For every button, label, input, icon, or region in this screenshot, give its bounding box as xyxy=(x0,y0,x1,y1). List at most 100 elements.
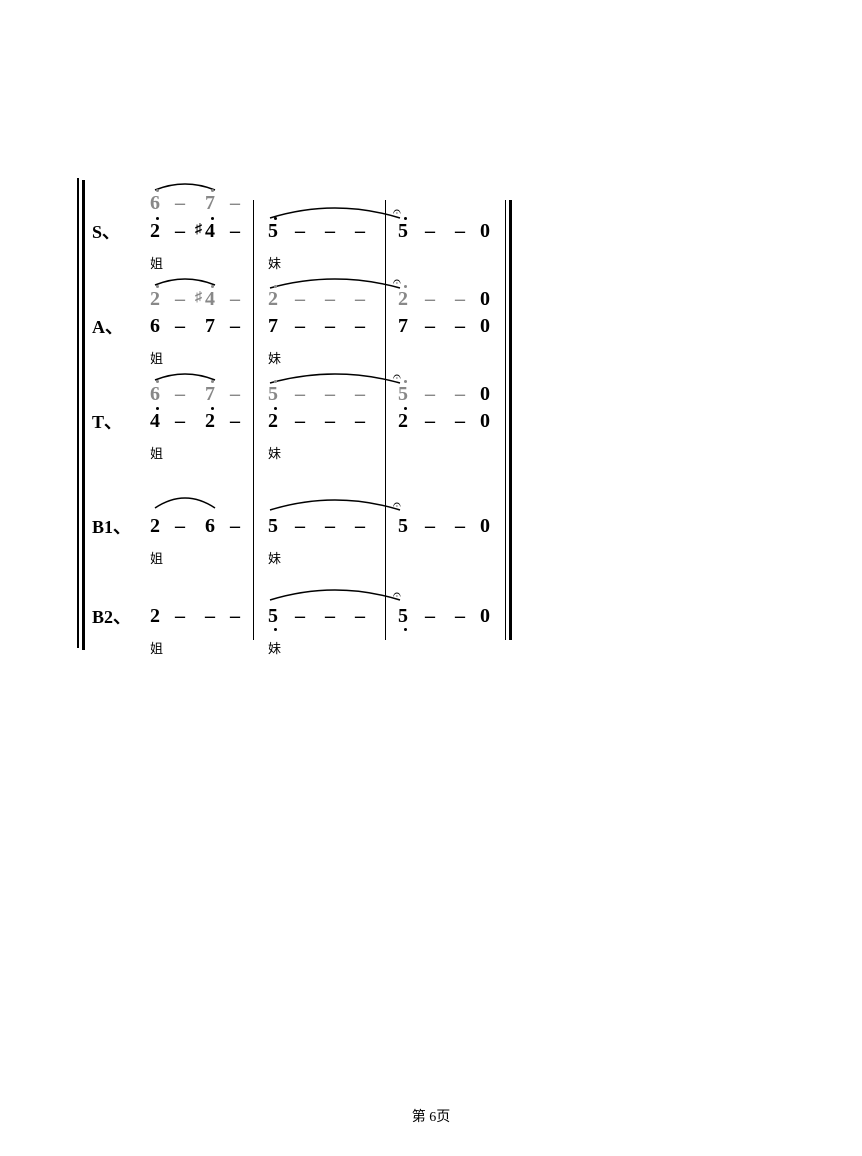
note: 2 xyxy=(150,515,160,538)
duration-dash: – xyxy=(455,410,465,433)
fermata-icon: 𝄐 xyxy=(393,498,401,514)
part-label-b1: B1、 xyxy=(92,513,131,539)
duration-dash: – xyxy=(355,410,365,433)
duration-dash: – xyxy=(205,605,215,628)
note: 5 xyxy=(398,515,408,538)
octave-dot xyxy=(211,285,214,288)
lyric: 妹 xyxy=(268,548,281,567)
note: 0 xyxy=(480,410,490,433)
duration-dash: – xyxy=(425,410,435,433)
duration-dash: – xyxy=(325,288,335,311)
slur-b2 xyxy=(265,580,405,602)
lyric: 姐 xyxy=(150,638,163,657)
note: 2 xyxy=(150,288,160,311)
note: 0 xyxy=(480,605,490,628)
slur-b1-1 xyxy=(150,488,220,510)
part-label-t: T、 xyxy=(92,408,122,434)
duration-dash: – xyxy=(175,288,185,311)
lyric: 妹 xyxy=(268,638,281,657)
octave-dot xyxy=(211,189,214,192)
duration-dash: – xyxy=(325,605,335,628)
note: 5 xyxy=(268,515,278,538)
octave-dot xyxy=(156,189,159,192)
lyric: 妹 xyxy=(268,443,281,462)
duration-dash: – xyxy=(295,515,305,538)
duration-dash: – xyxy=(325,315,335,338)
note: 5 xyxy=(398,220,408,243)
part-label-s: S、 xyxy=(92,218,120,244)
duration-dash: – xyxy=(355,220,365,243)
octave-dot xyxy=(211,380,214,383)
duration-dash: – xyxy=(295,383,305,406)
note: 0 xyxy=(480,288,490,311)
duration-dash: – xyxy=(425,288,435,311)
barline-1 xyxy=(253,200,254,640)
note: 5 xyxy=(398,605,408,628)
duration-dash: – xyxy=(230,410,240,433)
duration-dash: – xyxy=(325,515,335,538)
slur-s-upper xyxy=(150,178,220,193)
note: 4 xyxy=(205,220,215,243)
duration-dash: – xyxy=(230,220,240,243)
system-bracket xyxy=(82,180,85,650)
octave-dot xyxy=(274,380,277,383)
duration-dash: – xyxy=(230,605,240,628)
duration-dash: – xyxy=(230,315,240,338)
note: 7 xyxy=(205,315,215,338)
note: 6 xyxy=(150,192,160,215)
slur-t-upper-2 xyxy=(265,365,405,385)
note: 4 xyxy=(205,288,215,311)
fermata-icon: 𝄐 xyxy=(393,205,401,221)
duration-dash: – xyxy=(425,383,435,406)
duration-dash: – xyxy=(230,515,240,538)
duration-dash: – xyxy=(175,315,185,338)
part-label-b2: B2、 xyxy=(92,603,131,629)
duration-dash: – xyxy=(355,288,365,311)
note: 6 xyxy=(150,315,160,338)
duration-dash: – xyxy=(455,383,465,406)
lyric: 姐 xyxy=(150,548,163,567)
duration-dash: – xyxy=(355,605,365,628)
slur-s-main xyxy=(265,198,405,220)
note: 5 xyxy=(398,383,408,406)
part-label-a: A、 xyxy=(92,313,123,339)
duration-dash: – xyxy=(425,605,435,628)
duration-dash: – xyxy=(325,220,335,243)
lyric: 姐 xyxy=(150,348,163,367)
note: 2 xyxy=(268,410,278,433)
note: 2 xyxy=(398,410,408,433)
duration-dash: – xyxy=(230,192,240,215)
note: 0 xyxy=(480,315,490,338)
duration-dash: – xyxy=(425,315,435,338)
lyric: 姐 xyxy=(150,443,163,462)
duration-dash: – xyxy=(295,315,305,338)
octave-dot xyxy=(274,628,277,631)
duration-dash: – xyxy=(175,410,185,433)
note: 2 xyxy=(205,410,215,433)
duration-dash: – xyxy=(175,605,185,628)
octave-dot xyxy=(404,380,407,383)
octave-dot xyxy=(156,407,159,410)
sharp: ♯ xyxy=(195,290,202,306)
slur-t-upper-1 xyxy=(150,368,220,383)
octave-dot xyxy=(156,217,159,220)
note: 7 xyxy=(205,383,215,406)
octave-dot xyxy=(404,285,407,288)
duration-dash: – xyxy=(295,605,305,628)
slur-a-upper-2 xyxy=(265,270,405,290)
octave-dot xyxy=(274,407,277,410)
duration-dash: – xyxy=(175,383,185,406)
note: 0 xyxy=(480,515,490,538)
barline-2 xyxy=(385,200,386,640)
page-footer: 第 6页 xyxy=(0,1106,862,1126)
note: 0 xyxy=(480,383,490,406)
duration-dash: – xyxy=(325,383,335,406)
note: 6 xyxy=(150,383,160,406)
note: 5 xyxy=(268,220,278,243)
note: 7 xyxy=(205,192,215,215)
note: 5 xyxy=(268,605,278,628)
duration-dash: – xyxy=(175,515,185,538)
duration-dash: – xyxy=(455,315,465,338)
note: 4 xyxy=(150,410,160,433)
duration-dash: – xyxy=(295,410,305,433)
